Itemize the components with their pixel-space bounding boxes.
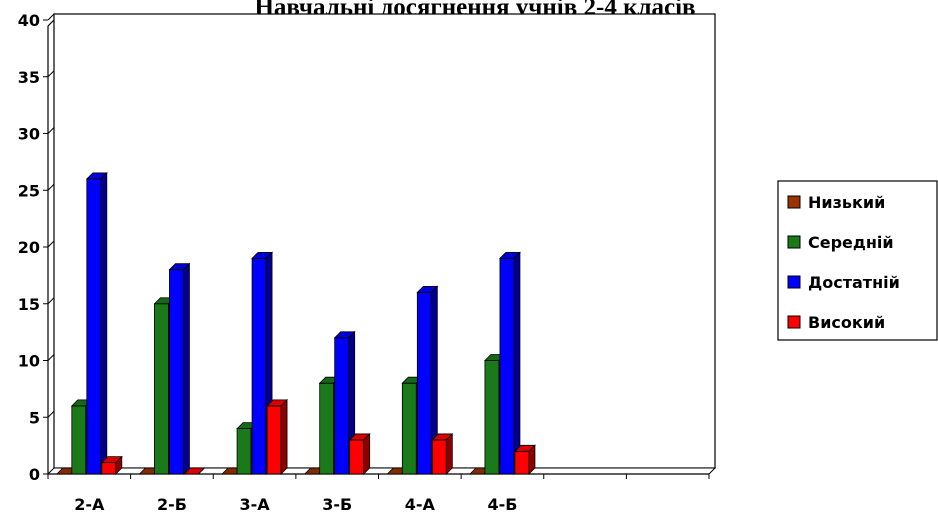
gridline-depth xyxy=(47,240,55,248)
bar-front xyxy=(349,439,365,475)
y-axis-top xyxy=(47,19,55,27)
bar-front xyxy=(499,257,515,475)
bar xyxy=(85,171,108,475)
bar-side xyxy=(363,432,371,475)
bar xyxy=(183,467,206,475)
bar-front xyxy=(169,269,184,475)
bar-front xyxy=(514,450,530,475)
y-tick-label: 25 xyxy=(18,181,40,200)
bar-front xyxy=(154,303,169,475)
y-tick-label: 35 xyxy=(18,68,40,87)
legend: Низький Середній Достатній Високий xyxy=(777,180,938,341)
bar xyxy=(266,398,289,475)
bar-front xyxy=(401,382,417,475)
gridline-depth xyxy=(47,183,55,191)
bar-side xyxy=(280,398,288,475)
y-tick-label: 0 xyxy=(29,465,40,484)
legend-swatch xyxy=(787,235,801,249)
axes xyxy=(43,13,717,479)
bar-side xyxy=(528,444,536,475)
bar-front xyxy=(236,428,252,475)
gridline-depth xyxy=(47,13,55,21)
bar-front xyxy=(319,382,335,475)
bar-front xyxy=(266,405,282,475)
y-tick-label: 40 xyxy=(18,11,40,30)
bar xyxy=(100,455,123,475)
gridline-depth xyxy=(47,70,55,78)
bar xyxy=(333,330,356,475)
x-tick-label: 3-А xyxy=(239,495,270,514)
legend-swatch xyxy=(787,315,801,329)
x-tick-label: 4-Б xyxy=(487,495,517,514)
legend-label: Високий xyxy=(808,313,885,332)
legend-box xyxy=(777,180,938,341)
bar-side xyxy=(183,262,190,475)
gridline-depth xyxy=(47,410,55,418)
bar xyxy=(168,262,191,475)
bar-front xyxy=(484,360,500,475)
bar-front xyxy=(431,439,447,475)
bar-side xyxy=(513,251,521,475)
bar-front xyxy=(334,337,350,475)
bar xyxy=(431,432,454,475)
x-tick-label: 3-Б xyxy=(322,495,352,514)
bars xyxy=(55,171,536,475)
plot-back-wall xyxy=(53,13,716,469)
axis-labels: 0 5 10 15 20 25 30 35 40 2-А 2-Б 3-А 3-Б 4-А 4-Б xyxy=(18,11,518,514)
bar xyxy=(498,251,521,475)
bar-front xyxy=(416,291,432,475)
gridline-depth xyxy=(47,127,55,134)
bar-side xyxy=(100,171,108,475)
gridline-depth xyxy=(47,297,55,305)
bar-side xyxy=(198,467,205,475)
bar-side xyxy=(445,432,453,475)
bar-front xyxy=(101,462,117,475)
legend-label: Середній xyxy=(808,233,894,252)
legend-swatch xyxy=(787,275,801,289)
y-tick-label: 30 xyxy=(18,125,40,144)
bar-side xyxy=(115,455,123,475)
x-tick-label: 2-А xyxy=(74,495,105,514)
legend-label: Низький xyxy=(808,193,885,212)
legend-label: Достатній xyxy=(808,273,900,292)
legend-swatch xyxy=(787,195,801,209)
x-tick-label: 2-Б xyxy=(157,495,187,514)
bar xyxy=(513,444,536,475)
y-tick-label: 5 xyxy=(29,408,40,427)
y-tick-label: 20 xyxy=(18,238,40,257)
x-tick-label: 4-А xyxy=(405,495,436,514)
bar-front xyxy=(71,405,87,475)
gridline-depth xyxy=(47,354,55,361)
y-tick-label: 15 xyxy=(18,295,40,314)
bar-front xyxy=(251,257,267,475)
bar xyxy=(348,432,371,475)
y-tick-label: 10 xyxy=(18,352,40,371)
bar-front xyxy=(86,178,102,475)
bar xyxy=(416,285,439,475)
